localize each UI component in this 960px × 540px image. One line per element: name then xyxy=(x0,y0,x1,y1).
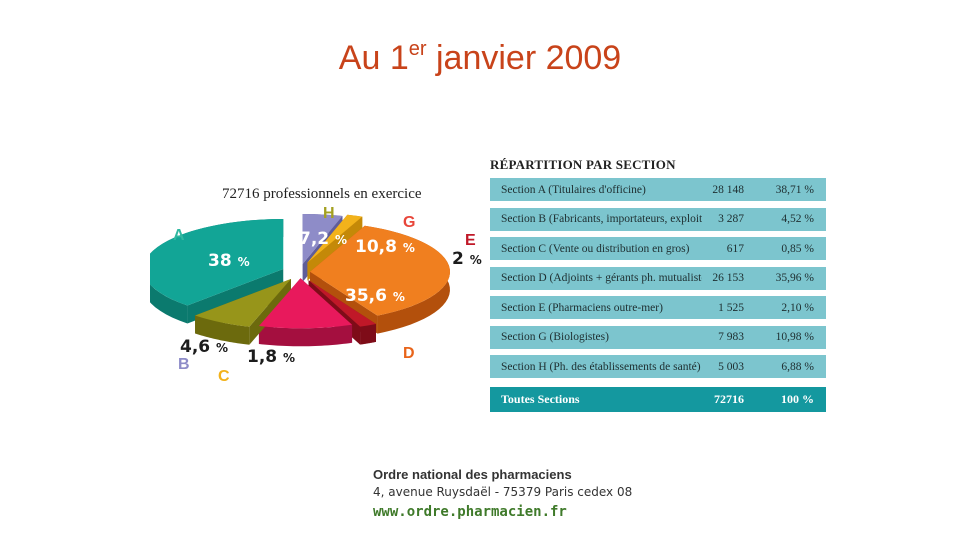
row-label: Section H (Ph. des établissements de san… xyxy=(501,360,701,373)
row-label: Section C (Vente ou distribution en gros… xyxy=(501,242,690,255)
total-pct: 100 % xyxy=(781,392,814,406)
total-label: Toutes Sections xyxy=(501,392,580,406)
row-label: Section D (Adjoints + gérants ph. mutual… xyxy=(501,272,702,284)
letter-a: A xyxy=(173,227,185,244)
label-h: 7,2 % xyxy=(299,229,348,249)
letter-e: E xyxy=(465,232,476,249)
section-table: Section A (Titulaires d'officine) 28 148 3… xyxy=(490,178,826,412)
page-title: Au 1er janvier 2009 xyxy=(338,38,622,77)
row-pct: 6,88 % xyxy=(781,360,814,373)
table-row: Section B (Fabricants, importateurs, exp… xyxy=(490,207,826,231)
pie-slice-e xyxy=(308,280,376,327)
row-label: Section A (Titulaires d'officine) xyxy=(501,183,646,196)
table-row: Section H (Ph. des établissements de san… xyxy=(490,355,826,378)
table-row: Section E (Pharmaciens outre-mer) 1 525 2,… xyxy=(490,296,826,319)
letter-b: B xyxy=(178,356,190,373)
row-label: Section B (Fabricants, importateurs, exp… xyxy=(501,213,702,225)
letter-c: C xyxy=(218,368,230,385)
footer-org: Ordre national des pharmaciens xyxy=(373,467,572,482)
row-label: Section E (Pharmaciens outre-mer) xyxy=(501,301,663,314)
label-d: 35,6 % xyxy=(345,286,405,306)
footer-url[interactable]: www.ordre.pharmacien.fr xyxy=(373,504,567,520)
footer-address: 4, avenue Ruysdaël - 75379 Paris cedex 0… xyxy=(373,485,633,499)
total-count: 72716 xyxy=(714,392,744,406)
pie-slice-c xyxy=(307,214,363,263)
letter-h: H xyxy=(323,205,335,222)
pie-slice-a xyxy=(150,219,284,306)
pie-chart xyxy=(150,213,450,347)
row-pct: 38,71 % xyxy=(775,183,814,196)
row-pct: 4,52 % xyxy=(781,213,814,225)
label-c: 1,8 % xyxy=(247,347,296,367)
pie-slice-d xyxy=(309,225,450,316)
label-g: 10,8 % xyxy=(355,237,415,257)
pie-slice-g xyxy=(258,278,353,329)
row-pct: 10,98 % xyxy=(775,331,814,343)
pie-slice-h xyxy=(195,278,291,327)
letter-d: D xyxy=(403,345,415,362)
label-e: 2 % xyxy=(452,249,482,269)
table-total-row: Toutes Sections 72716 100 % xyxy=(490,387,826,412)
label-b: 4,6 % xyxy=(180,337,229,357)
table-row: Section G (Biologistes) 7 983 10,98 % xyxy=(490,325,826,349)
row-count: 28 148 xyxy=(712,183,744,196)
row-pct: 2,10 % xyxy=(781,301,814,314)
row-count: 7 983 xyxy=(718,331,744,343)
row-count: 3 287 xyxy=(718,213,744,225)
table-row: Section D (Adjoints + gérants ph. mutual… xyxy=(490,266,826,290)
row-label: Section G (Biologistes) xyxy=(501,331,609,343)
table-row: Section A (Titulaires d'officine) 28 148 3… xyxy=(490,178,826,201)
row-count: 5 003 xyxy=(718,360,744,373)
pie-slice-b xyxy=(302,213,343,264)
row-count: 1 525 xyxy=(718,301,744,314)
table-row: Section C (Vente ou distribution en gros… xyxy=(490,237,826,260)
table-title: RÉPARTITION PAR SECTION xyxy=(490,157,676,172)
pie-caption: 72716 professionnels en exercice xyxy=(222,186,422,202)
footer: Ordre national des pharmaciens 4, avenue… xyxy=(373,467,632,520)
row-count: 617 xyxy=(726,242,744,255)
letter-g: G xyxy=(403,214,416,231)
row-count: 26 153 xyxy=(712,272,744,284)
row-pct: 35,96 % xyxy=(775,272,814,284)
label-a: 38 % xyxy=(208,251,250,271)
row-pct: 0,85 % xyxy=(781,242,814,255)
